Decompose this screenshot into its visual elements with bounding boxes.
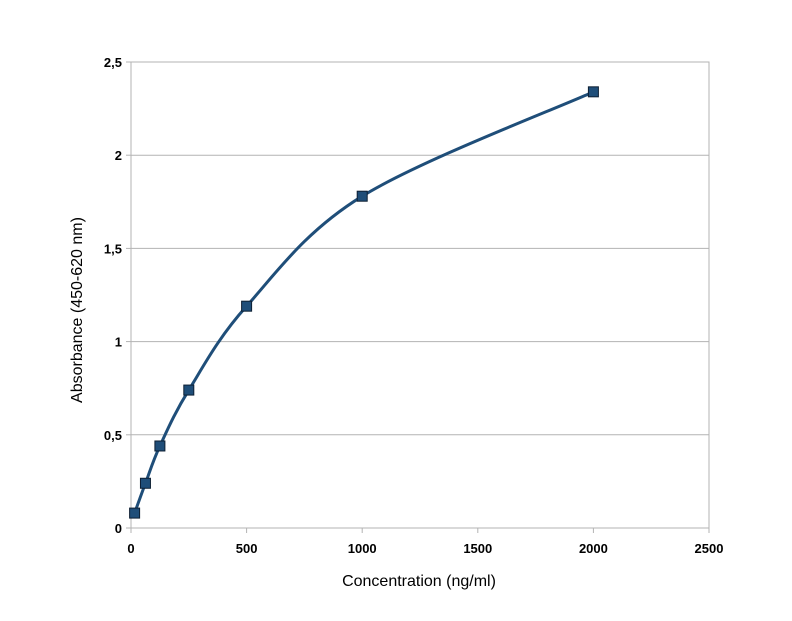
plot-border	[130, 61, 710, 529]
x-tick-labels: 0 500 1000 1500 2000 2500	[127, 541, 723, 556]
gridlines	[126, 61, 710, 533]
x-tick-label: 1000	[348, 541, 377, 556]
y-tick-label: 1,5	[104, 241, 122, 256]
x-tick-label: 500	[236, 541, 258, 556]
y-tick-labels: 0 0,5 1 1,5 2 2,5	[104, 55, 122, 536]
x-tick-label: 0	[127, 541, 134, 556]
x-axis-title: Concentration (ng/ml)	[342, 573, 496, 590]
data-point	[241, 300, 253, 312]
data-point	[356, 190, 368, 202]
y-tick-label: 2,5	[104, 55, 122, 70]
plot-area	[130, 61, 710, 529]
x-tick-label: 2500	[695, 541, 724, 556]
y-tick-label: 0	[115, 521, 122, 536]
y-tick-label: 0,5	[104, 428, 122, 443]
data-point	[183, 384, 195, 396]
data-markers	[129, 86, 599, 519]
y-tick-label: 1	[115, 335, 122, 350]
series-curve	[133, 90, 595, 514]
data-point	[139, 477, 151, 489]
y-axis-title: Absorbance (450-620 nm)	[69, 217, 86, 403]
data-point	[129, 507, 141, 519]
x-tick-label: 2000	[579, 541, 608, 556]
data-point	[154, 440, 166, 452]
data-point	[587, 86, 599, 98]
y-tick-label: 2	[115, 148, 122, 163]
x-tick-label: 1500	[463, 541, 492, 556]
